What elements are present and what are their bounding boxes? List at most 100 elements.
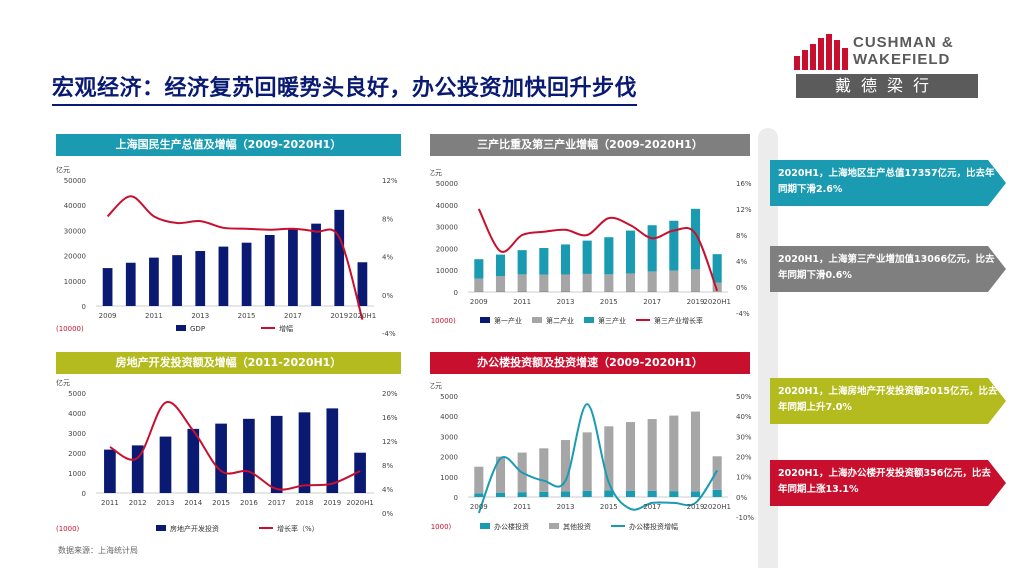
y-axis-unit-label: 亿元 [56, 378, 70, 387]
stacked-bar-segment [495, 456, 506, 493]
panel-header-office: 办公楼投资额及投资增速（2009-2020H1） [430, 352, 750, 374]
stacked-bar-segment [539, 448, 549, 492]
y-tick-label: 1000 [68, 470, 86, 478]
legend-label: GDP [190, 325, 205, 333]
x-tick-label: 2011 [513, 503, 531, 511]
legend-label: 房地产开发投资 [170, 524, 219, 533]
stacked-bar-segment [560, 244, 571, 275]
y2-tick-label: 0% [736, 284, 747, 292]
stacked-bar-segment [647, 225, 657, 272]
page-title: 宏观经济：经济复苏回暖势头良好，办公投资加快回升步伐 [52, 70, 638, 106]
stacked-bar-segment [604, 237, 614, 275]
x-tick-label: 2017 [284, 312, 302, 320]
legend-swatch [532, 317, 542, 323]
x-tick-label: 2017 [268, 499, 286, 507]
y2-tick-label: 4% [382, 254, 393, 262]
y2-tick-label: -10% [736, 514, 754, 522]
x-tick-label: 2013 [157, 499, 175, 507]
callout-arrow-shape [770, 246, 1006, 292]
stacked-bar-segment [604, 426, 614, 491]
legend-swatch [480, 523, 490, 529]
stacked-bar-segment [669, 270, 679, 292]
x-tick-label: 2013 [557, 298, 575, 306]
bar [241, 242, 252, 306]
y-tick-label: 1000 [440, 474, 458, 482]
x-tick-label: 2019 [687, 503, 705, 511]
x-tick-label: 2019 [330, 312, 348, 320]
bar [215, 423, 227, 493]
stacked-bar-segment [539, 248, 549, 275]
y2-tick-label: -4% [736, 310, 750, 318]
gdp-chart: 亿元 0 10000 20000 30000 40000 50000 (10000) -4% 0%… [56, 165, 398, 338]
callout-realestate: 2020H1，上海房地产开发投资额2015亿元，比去年同期上升7.0% [770, 378, 1010, 424]
callout-office-text: 2020H1，上海办公楼开发投资额356亿元，比去年同期上涨13.1% [778, 468, 991, 495]
callout-tertiary-text: 2020H1，上海第三产业增加值13066亿元，比去年同期下滑0.6% [778, 254, 995, 281]
legend-label: 第二产业 [546, 316, 574, 325]
stacked-bar-segment [712, 489, 722, 497]
legend-swatch [549, 523, 559, 529]
x-tick-label: 2011 [513, 298, 531, 306]
data-source-note: 数据来源：上海统计局 [58, 546, 138, 555]
stacked-bar-segment [539, 274, 549, 292]
x-tick-label: 2015 [600, 503, 618, 511]
stacked-bar-segment [582, 273, 592, 292]
x-tick-label: 2011 [145, 312, 163, 320]
y2-tick-label: 20% [382, 390, 398, 398]
panel-header-realestate: 房地产开发投资额及增幅（2011-2020H1） [56, 352, 401, 374]
x-tick-label: 2020H1 [346, 499, 374, 507]
x-tick-label: 2018 [296, 499, 314, 507]
y2-tick-label: 40% [736, 413, 752, 421]
y-tick-label: 3000 [68, 430, 86, 438]
y2-tick-label: 8% [382, 462, 393, 470]
stacked-bar-segment [474, 278, 484, 292]
y-negative-tick-label: (10000) [430, 317, 456, 325]
y-tick-label: 3000 [440, 433, 458, 441]
stacked-bar-segment [647, 490, 657, 497]
callout-gdp-text: 2020H1，上海地区生产总值17357亿元，比去年同期下滑2.6% [778, 168, 995, 195]
y2-tick-label: 12% [382, 438, 398, 446]
bar [102, 268, 113, 306]
stacked-bar-segment [647, 419, 657, 491]
legend-label: 其他投资 [563, 522, 591, 531]
panel-header-tertiary: 三产比重及第三产业增幅（2009-2020H1） [430, 134, 750, 156]
bar [264, 234, 275, 306]
bar [149, 257, 159, 306]
company-logo: CUSHMAN & WAKEFIELD 戴德梁行 [790, 26, 980, 100]
bar [270, 415, 283, 493]
y-tick-label: 4000 [68, 410, 86, 418]
stacked-bar-segment [690, 269, 701, 292]
logo-wordmark: CUSHMAN & WAKEFIELD [853, 34, 954, 68]
stacked-bar-segment [517, 250, 527, 275]
stacked-bar-segment [625, 230, 636, 274]
y-tick-label: 20000 [436, 245, 458, 253]
stacked-bar-segment [625, 273, 636, 292]
y2-tick-label: 12% [736, 206, 752, 214]
bar [354, 452, 366, 493]
logo-line1: CUSHMAN & [853, 34, 954, 51]
bar [195, 251, 206, 306]
y2-tick-label: 0% [736, 494, 747, 502]
y2-tick-label: 8% [736, 232, 747, 240]
stacked-bar-segment [712, 456, 722, 490]
stacked-bar-segment [539, 491, 549, 497]
growth-line [106, 195, 364, 320]
stacked-bar-segment [582, 432, 592, 491]
x-tick-label: 2015 [600, 298, 618, 306]
panel-header-gdp: 上海国民生产总值及增幅（2009-2020H1） [56, 134, 401, 156]
legend-label: 第三产业增长率 [654, 316, 703, 325]
y-tick-label: 30000 [436, 224, 458, 232]
stacked-bar-segment [560, 491, 571, 497]
y2-tick-label: 16% [736, 180, 752, 188]
y-tick-label: 50000 [64, 177, 86, 185]
callout-tertiary: 2020H1，上海第三产业增加值13066亿元，比去年同期下滑0.6% [770, 246, 1010, 292]
realestate-investment-chart: 亿元 0 1000 2000 3000 4000 5000 (1000) 0% 4% 8% 12% 16… [56, 378, 398, 533]
sidebar-track [758, 128, 778, 568]
stacked-bar-segment [474, 259, 484, 279]
y-axis-unit-label: 亿元 [430, 168, 442, 177]
y-tick-label: 5000 [68, 390, 86, 398]
y-tick-label: 0 [454, 494, 458, 502]
y-axis-unit-label: 亿元 [430, 381, 442, 390]
x-tick-label: 2011 [101, 499, 119, 507]
stacked-bar-segment [604, 274, 614, 292]
callout-office: 2020H1，上海办公楼开发投资额356亿元，比去年同期上涨13.1% [770, 460, 1010, 506]
